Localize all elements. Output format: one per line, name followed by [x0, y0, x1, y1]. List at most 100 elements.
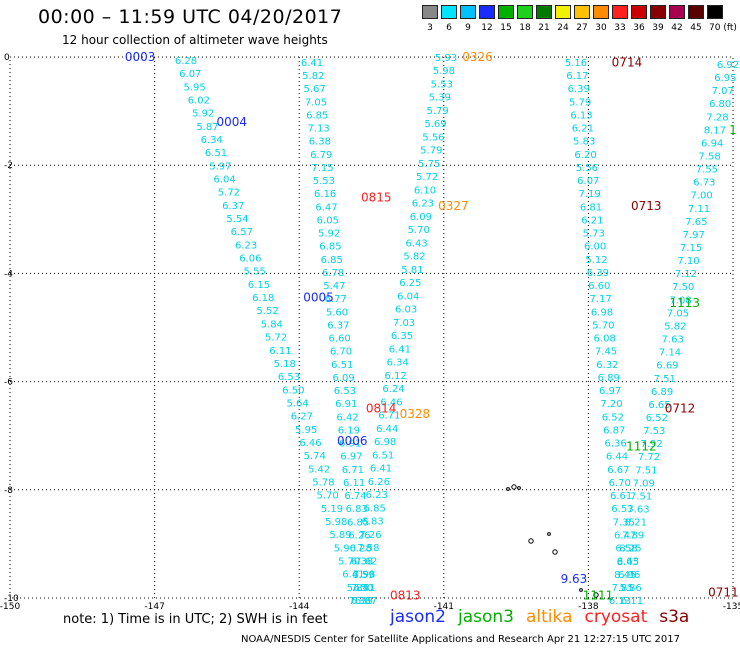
swh-value: 5.98 [325, 517, 347, 528]
swh-value: 6.34 [201, 135, 223, 146]
swh-value: 6.27 [291, 412, 313, 423]
swh-value: 6.39 [568, 84, 590, 95]
swh-value: 7.55 [696, 165, 718, 176]
swh-value: 6.18 [252, 293, 274, 304]
scale-label: 18 [519, 23, 531, 33]
swh-value: 6.38 [351, 557, 373, 568]
swh-value: 6.39 [587, 268, 609, 279]
swh-value: 6.98 [374, 437, 396, 448]
swh-value: 5.70 [592, 320, 614, 331]
swh-value: 6.46 [299, 438, 321, 449]
swh-value: 7.05 [667, 308, 689, 319]
swh-value: 7.12 [675, 269, 697, 280]
swh-value: 6.81 [580, 202, 602, 213]
lon-tick-label: -147 [144, 602, 164, 612]
island-outline [528, 538, 534, 544]
swh-value: 6.77 [325, 294, 347, 305]
swh-value: 6.28 [350, 544, 372, 555]
pass-label-cryosat: 0813 [390, 588, 421, 602]
swh-value: 6.94 [701, 138, 723, 149]
swh-value: 7.14 [659, 348, 681, 359]
swh-value: 6.24 [382, 384, 404, 395]
swh-value: 6.41 [342, 570, 364, 581]
swh-value: 5.42 [308, 464, 330, 475]
scale-label: 70 (ft) [709, 23, 737, 33]
legend-item-cryosat: cryosat [584, 607, 648, 627]
swh-value: 5.75 [418, 159, 440, 170]
swh-value: 7.07 [712, 86, 734, 97]
swh-value: 7.63 [627, 504, 649, 515]
swh-value: 6.26 [368, 477, 390, 488]
swh-value: 6.91 [335, 399, 357, 410]
swh-value: 5.86 [620, 583, 642, 594]
swh-value: 6.23 [366, 490, 388, 501]
swh-value: 7.13 [307, 124, 329, 135]
swh-value: 7.51 [630, 491, 652, 502]
swh-value: 5.92 [318, 229, 340, 240]
lat-tick-label: -8 [4, 486, 13, 496]
swh-value: 6.60 [329, 334, 351, 345]
swh-value: 6.35 [391, 331, 413, 342]
swh-value: 5.60 [326, 307, 348, 318]
swh-value: 6.97 [340, 452, 362, 463]
swh-value: 6.17 [566, 71, 588, 82]
swh-value: 7.98 [353, 570, 375, 581]
swh-value: 7.89 [622, 531, 644, 542]
swh-value: 6.26 [348, 530, 370, 541]
swh-value: 6.73 [693, 178, 715, 189]
swh-value: 5.81 [401, 265, 423, 276]
swh-value: 7.51 [654, 374, 676, 385]
swh-value: 7.63 [662, 335, 684, 346]
swh-value: 5.89 [329, 530, 351, 541]
swh-value: 5.82 [403, 252, 425, 263]
island-outline [517, 486, 521, 490]
swh-value: 5.78 [312, 477, 334, 488]
swh-value: 7.36 [349, 596, 371, 607]
swh-value: 6.71 [342, 465, 364, 476]
swh-value: 8.45 [614, 570, 636, 581]
swh-value: 6.83 [361, 517, 383, 528]
scale-label: 42 [671, 23, 683, 33]
swh-value: 6.08 [594, 334, 616, 345]
swh-value: 6.85 [347, 517, 369, 528]
swh-value: 6.42 [336, 412, 358, 423]
swh-value: 5.39 [429, 93, 451, 104]
swh-value: 6.98 [591, 307, 613, 318]
swh-value: 6.79 [310, 150, 332, 161]
swh-value: 6.38 [309, 137, 331, 148]
swh-value: 5.79 [569, 97, 591, 108]
swh-value: 7.20 [600, 399, 622, 410]
swh-value: 6.78 [322, 268, 344, 279]
scale-label: 24 [557, 23, 569, 33]
swh-value: 6.57 [231, 227, 253, 238]
scale-swatch [498, 5, 514, 19]
swh-value: 6.74 [344, 491, 366, 502]
swh-value: 6.11 [269, 346, 291, 357]
legend-item-jason3: jason3 [458, 607, 514, 627]
swh-value: 5.52 [256, 306, 278, 317]
scale-swatch [593, 5, 609, 19]
swh-value: 6.95 [714, 73, 736, 84]
swh-value: 6.37 [355, 596, 377, 607]
swh-value: 6.53 [278, 372, 300, 383]
swh-value: 5.53 [431, 79, 453, 90]
swh-value: 6.41 [301, 58, 323, 69]
swh-value: 6.04 [397, 291, 419, 302]
swh-value: 6.46 [380, 397, 402, 408]
swh-value: 6.89 [651, 387, 673, 398]
swh-value: 6.28 [175, 56, 197, 67]
pass-label-jason3: 1 [729, 123, 737, 137]
swh-value: 7.05 [305, 97, 327, 108]
island-outline [506, 487, 510, 491]
scale-label: 6 [446, 23, 452, 33]
swh-value: 6.85 [364, 503, 386, 514]
island-outline [593, 592, 599, 598]
pass-label-cryosat: 0814 [366, 402, 397, 416]
scale-swatch [479, 5, 495, 19]
swh-value: 5.70 [408, 225, 430, 236]
scale-label: 21 [538, 23, 550, 33]
swh-value: 7.19 [579, 189, 601, 200]
swh-value: 6.52 [602, 412, 624, 423]
swh-value: 6.67 [607, 465, 629, 476]
swh-value: 7.45 [595, 347, 617, 358]
